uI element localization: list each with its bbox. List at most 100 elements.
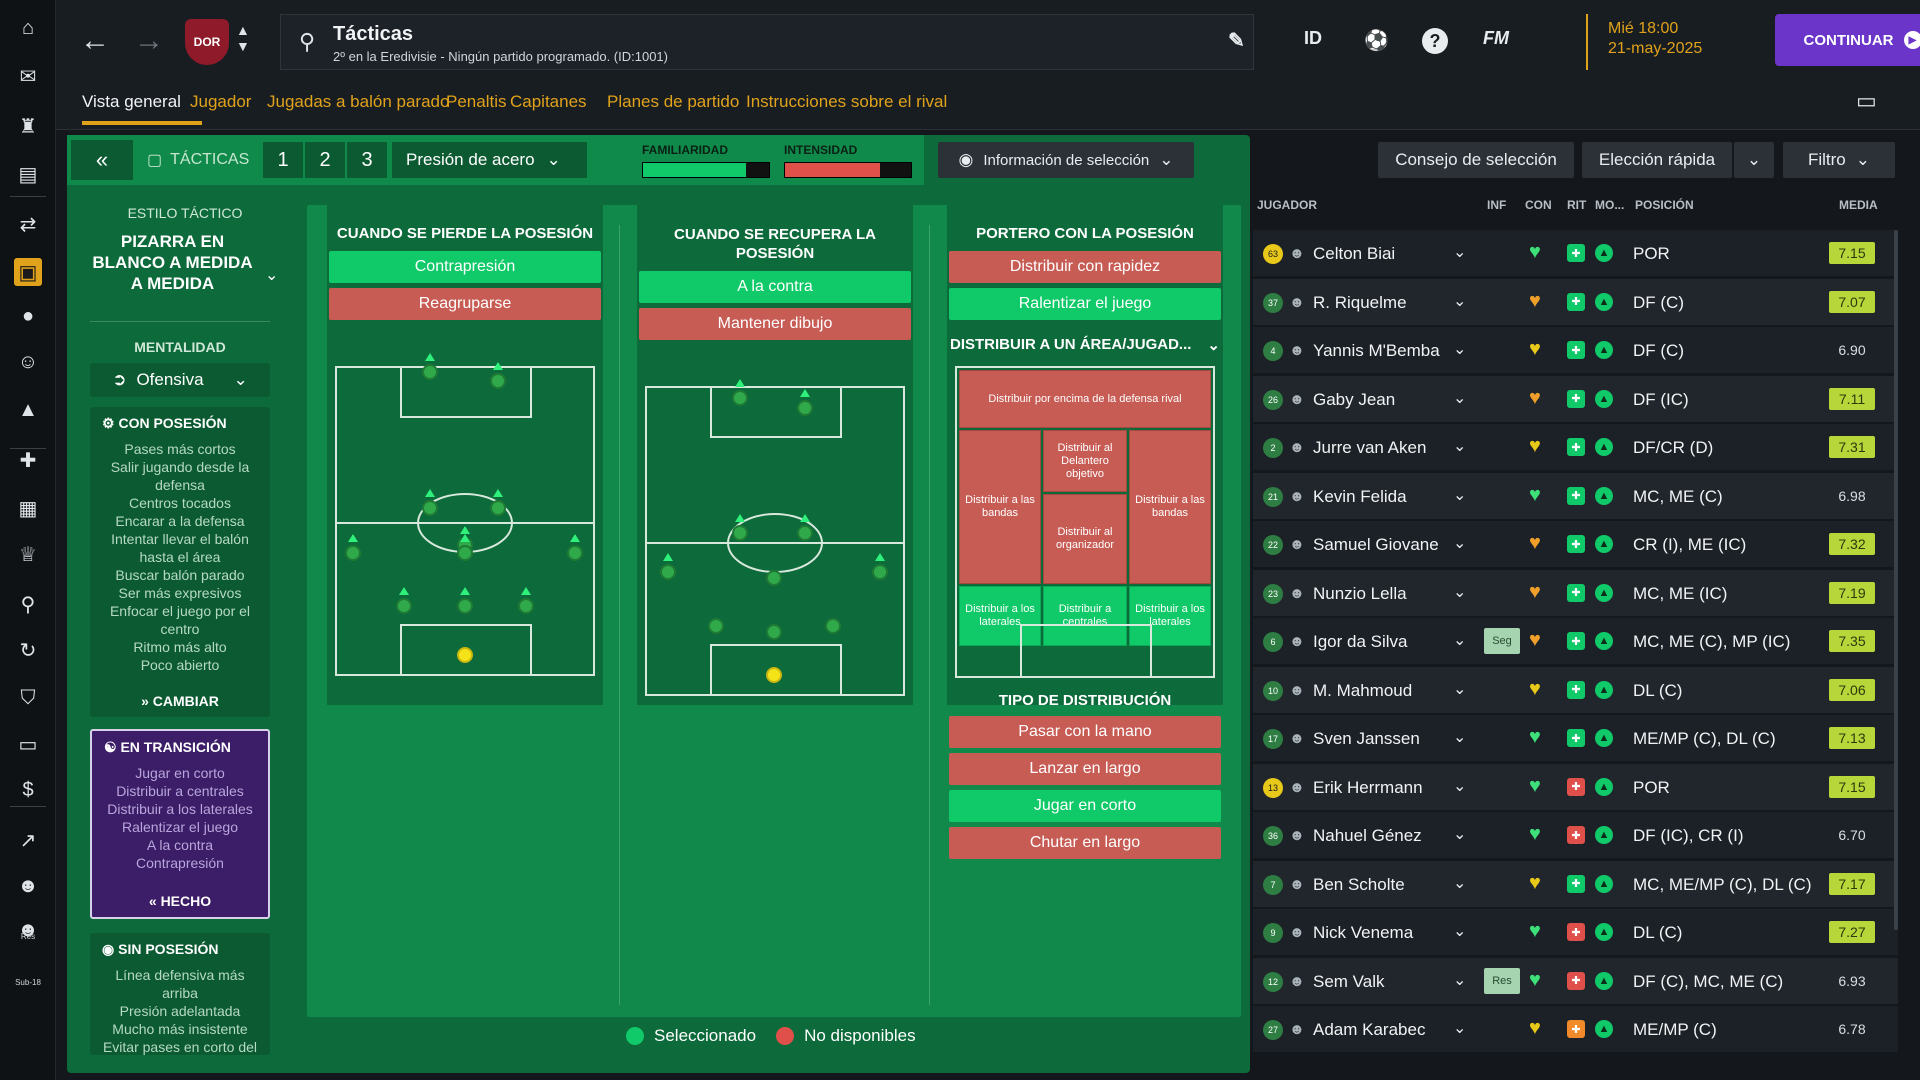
tab-1[interactable]: Jugador <box>190 92 252 111</box>
home-icon[interactable]: ⌂ <box>21 16 35 39</box>
player-name[interactable]: Erik Herrmann <box>1313 777 1423 797</box>
player-row[interactable]: 9 ☻ Nick Venema ⌄ ♥ ✚ ▲ DL (C) 7.27 <box>1253 909 1898 955</box>
header-inf[interactable]: INF <box>1487 198 1507 212</box>
header-con[interactable]: CON <box>1525 198 1552 212</box>
zone-flank-left[interactable]: Distribuir a las bandas <box>959 430 1041 584</box>
zone-fullback-right[interactable]: Distribuir a los laterales <box>1129 586 1211 646</box>
player-name[interactable]: Samuel Giovane <box>1313 535 1439 554</box>
tactic-slot-2[interactable]: 2 <box>305 142 345 178</box>
filter-button[interactable]: Filtro ⌄ <box>1783 142 1895 178</box>
zone-centre-backs[interactable]: Distribuir a centrales <box>1043 586 1127 646</box>
club-switch-icon[interactable]: ▲ ▼ <box>236 22 250 54</box>
back-arrow-icon[interactable]: ← <box>80 24 110 57</box>
inbox-icon[interactable]: ✉ <box>19 65 37 88</box>
header-mo[interactable]: MO... <box>1595 198 1625 212</box>
zone-flank-right[interactable]: Distribuir a las bandas <box>1129 430 1211 584</box>
distribution-type-button[interactable]: Lanzar en largo <box>949 753 1221 785</box>
lose-option-button[interactable]: Reagruparse <box>329 288 601 320</box>
player-row[interactable]: 17 ☻ Sven Janssen ⌄ ♥ ✚ ▲ ME/MP (C), DL (C) 7.13 <box>1253 715 1898 761</box>
chevron-down-icon[interactable]: ⌄ <box>1453 535 1467 552</box>
selection-advice-button[interactable]: Consejo de selección <box>1378 142 1574 178</box>
tab-6[interactable]: Instrucciones sobre el rival <box>746 92 948 111</box>
staff-icon[interactable]: ☺ <box>17 350 39 373</box>
gk-option-button[interactable]: Ralentizar el juego <box>949 288 1221 320</box>
player-row[interactable]: 10 ☻ M. Mahmoud ⌄ ♥ ✚ ▲ DL (C) 7.06 <box>1253 666 1898 713</box>
player-row[interactable]: 27 ☻ Adam Karabec ⌄ ♥ ✚ ▲ ME/MP (C) 6.78 <box>1253 1006 1898 1052</box>
notebook-icon[interactable]: ▤ <box>18 163 38 186</box>
player-name[interactable]: Nahuel Génez <box>1313 826 1422 845</box>
player-name[interactable]: Sem Valk <box>1313 971 1385 991</box>
continue-button[interactable]: CONTINUAR ▶ <box>1775 14 1920 66</box>
player-row[interactable]: 7 ☻ Ben Scholte ⌄ ♥ ✚ ▲ MC, ME/MP (C), DL (C) 7.… <box>1253 860 1898 907</box>
chevron-down-icon[interactable]: ⌄ <box>1453 389 1467 407</box>
search-box[interactable]: ⚲ Tácticas 2º en la Eredivisie - Ningún … <box>280 14 1254 70</box>
tacticas-button[interactable]: ▢ TÁCTICAS <box>147 150 249 170</box>
zone-playmaker[interactable]: Distribuir al organizador <box>1043 494 1127 584</box>
player-name[interactable]: Ben Scholte <box>1313 874 1405 894</box>
chevron-down-icon[interactable]: ⌄ <box>1453 777 1467 795</box>
quick-pick-menu[interactable]: ⌄ <box>1734 142 1774 178</box>
briefcase-icon[interactable]: ▭ <box>18 733 38 756</box>
scrollbar[interactable] <box>1894 230 1898 930</box>
player-name[interactable]: Adam Karabec <box>1313 1020 1426 1039</box>
change-link[interactable]: » CAMBIAR <box>141 693 219 709</box>
player-row[interactable]: 2 ☻ Jurre van Aken ⌄ ♥ ✚ ▲ DF/CR (D) 7.31 <box>1253 424 1898 470</box>
distribution-type-button[interactable]: Jugar en corto <box>949 790 1221 822</box>
forward-arrow-icon[interactable]: → <box>134 24 164 57</box>
club-icon[interactable]: ⛉ <box>20 686 36 709</box>
tactic-name-select[interactable]: Presión de acero ⌄ <box>392 142 587 178</box>
zone-target-man[interactable]: Distribuir al Delantero objetivo <box>1043 430 1127 492</box>
transfers-icon[interactable]: ⇄ <box>19 213 37 236</box>
lose-option-button[interactable]: Contrapresión <box>329 251 601 283</box>
player-row[interactable]: 63 ☻ Celton Biai ⌄ ♥ ✚ ▲ POR 7.15 <box>1253 230 1898 276</box>
screen-icon[interactable]: ▭ <box>1856 88 1877 113</box>
tab-4[interactable]: Capitanes <box>510 92 587 111</box>
header-player[interactable]: JUGADOR <box>1257 198 1318 212</box>
tactic-slot-3[interactable]: 3 <box>347 142 387 178</box>
player-name[interactable]: Igor da Silva <box>1313 632 1408 651</box>
header-rating[interactable]: MEDIA <box>1839 198 1878 212</box>
chevron-down-icon[interactable]: ⌄ <box>1453 486 1467 504</box>
player-row[interactable]: 37 ☻ R. Riquelme ⌄ ♥ ✚ ▲ DF (C) 7.07 <box>1253 278 1898 325</box>
player-name[interactable]: Nunzio Lella <box>1313 583 1407 603</box>
chevron-down-icon[interactable]: ⌄ <box>1453 1020 1467 1037</box>
player-name[interactable]: Celton Biai <box>1313 244 1396 263</box>
player-name[interactable]: R. Riquelme <box>1313 292 1407 312</box>
gk-option-button[interactable]: Distribuir con rapidez <box>949 251 1221 283</box>
trophy-icon[interactable]: ♕ <box>19 543 37 566</box>
training-icon[interactable]: ▲ <box>18 398 38 421</box>
player-row[interactable]: 12 ☻ Sem Valk ⌄ Res ♥ ✚ ▲ DF (C), MC, ME (C) 6.93 <box>1253 957 1898 1004</box>
win-option-button[interactable]: A la contra <box>639 271 911 303</box>
tactics-icon[interactable]: ▣ <box>14 258 42 286</box>
tab-5[interactable]: Planes de partido <box>607 92 740 111</box>
header-position[interactable]: POSICIÓN <box>1635 198 1694 212</box>
player-row[interactable]: 21 ☻ Kevin Felida ⌄ ♥ ✚ ▲ MC, ME (C) 6.98 <box>1253 472 1898 519</box>
player-name[interactable]: Gaby Jean <box>1313 389 1396 409</box>
id-button[interactable]: ID <box>1304 28 1322 48</box>
calendar-icon[interactable]: ▦ <box>18 497 38 520</box>
player-name[interactable]: Nick Venema <box>1313 923 1414 942</box>
header-rit[interactable]: RIT <box>1567 198 1587 212</box>
player-row[interactable]: 23 ☻ Nunzio Lella ⌄ ♥ ✚ ▲ MC, ME (IC) 7.19 <box>1253 569 1898 616</box>
tab-0[interactable]: Vista general <box>82 92 181 111</box>
stats-icon[interactable]: ↗ <box>19 829 37 852</box>
chevron-down-icon[interactable]: ⌄ <box>1453 292 1467 310</box>
edit-pencil-icon[interactable]: ✎ <box>1228 30 1245 52</box>
player-name[interactable]: Yannis M'Bemba <box>1313 341 1440 360</box>
refresh-icon[interactable]: ↻ <box>19 639 37 662</box>
chevron-down-icon[interactable]: ⌄ <box>1453 438 1467 455</box>
chevron-down-icon[interactable]: ⌄ <box>1453 874 1467 892</box>
player-row[interactable]: 6 ☻ Igor da Silva ⌄ Seg ♥ ✚ ▲ MC, ME (C), MP (IC… <box>1253 618 1898 664</box>
scouting-icon[interactable]: ⚲ <box>20 593 36 616</box>
done-link[interactable]: « HECHO <box>148 893 212 909</box>
reserves-icon[interactable]: ☻ <box>17 874 39 897</box>
quick-pick-button[interactable]: Elección rápida <box>1582 142 1732 178</box>
player-name[interactable]: M. Mahmoud <box>1313 680 1413 700</box>
tab-2[interactable]: Jugadas a balón parado <box>267 92 450 111</box>
chevron-down-icon[interactable]: ⌄ <box>1453 244 1467 261</box>
chevron-down-icon[interactable]: ⌄ <box>1453 632 1467 649</box>
chevron-down-icon[interactable]: ⌄ <box>1453 680 1467 698</box>
player-row[interactable]: 22 ☻ Samuel Giovane ⌄ ♥ ✚ ▲ CR (I), ME (IC) 7.32 <box>1253 521 1898 567</box>
chevron-down-icon[interactable]: ⌄ <box>1453 826 1467 843</box>
chevron-down-icon[interactable]: ⌄ <box>1453 341 1467 358</box>
